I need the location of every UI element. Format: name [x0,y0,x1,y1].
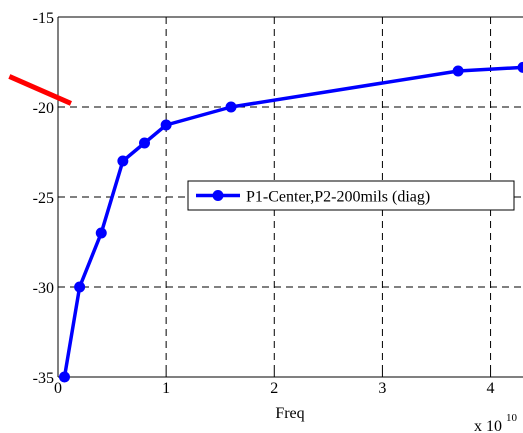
data-point [95,227,107,239]
legend-label: P1-Center,P2-200mils (diag) [246,189,430,206]
data-point [517,61,523,73]
data-point [452,65,464,77]
x-tick-label: 1 [162,380,170,397]
tick-labels: -35 -30 -25 -20 -15 0 1 2 3 4 [33,10,495,397]
data-point [58,371,70,383]
series-line [8,74,72,106]
y-tick-label: -15 [33,10,54,27]
data-point [117,155,129,167]
legend-marker [212,190,224,201]
y-tick-label: -25 [33,190,54,207]
y-tick-label: -20 [33,100,54,117]
series-1 [8,74,72,106]
legend-box [187,180,515,211]
legend: P1-Center,P2-200mils (diag) [187,180,515,211]
x-tick-label: 4 [487,380,495,397]
x-exponent-label: x 10 [474,418,502,433]
series-0 [58,61,523,383]
x-tick-label: 3 [378,380,386,397]
data-point [74,281,86,293]
series-layer [8,61,523,383]
y-tick-label: -35 [33,370,54,387]
x-axis-label: Freq [275,405,304,422]
y-tick-label: -30 [33,280,54,297]
data-point [160,119,172,131]
x-tick-label: 0 [54,380,62,397]
data-point [225,101,237,113]
data-point [139,137,151,149]
x-exponent-power: 10 [506,412,518,424]
x-tick-label: 2 [270,380,278,397]
